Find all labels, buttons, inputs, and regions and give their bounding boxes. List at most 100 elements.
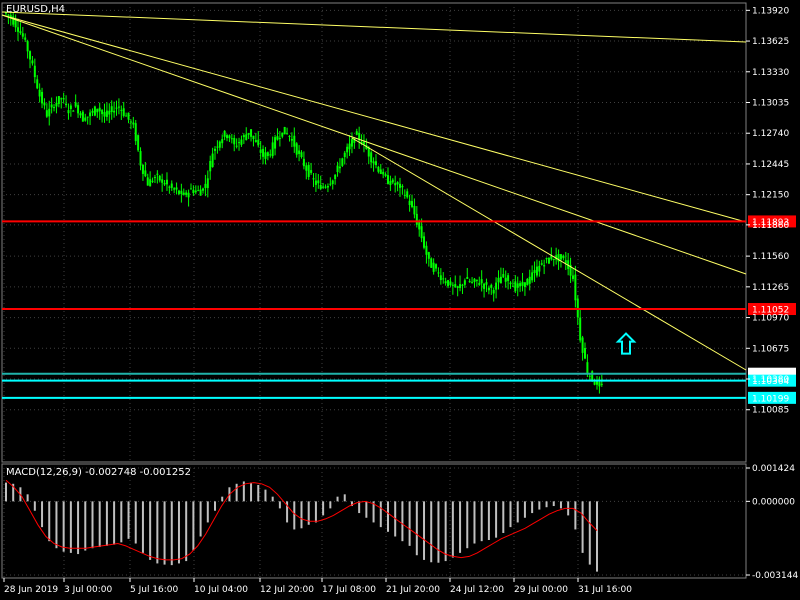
candle-body — [401, 185, 404, 188]
candle-body — [374, 161, 377, 166]
candle-body — [449, 281, 452, 286]
candle-body — [593, 381, 596, 385]
candle-body — [425, 245, 428, 255]
candle-body — [69, 105, 72, 109]
candle-body — [516, 283, 519, 288]
candle-body — [293, 135, 296, 147]
candle-body — [108, 110, 111, 115]
candle-body — [17, 27, 20, 32]
candle-body — [38, 89, 41, 97]
candle-body — [478, 283, 481, 285]
x-tick-label: 31 Jul 16:00 — [578, 585, 632, 595]
x-tick-label: 29 Jul 00:00 — [514, 585, 568, 595]
candle-body — [586, 362, 589, 375]
candle-body — [259, 149, 262, 153]
candle-body — [250, 129, 253, 137]
candle-body — [5, 12, 7, 14]
candle-body — [588, 375, 591, 377]
candle-body — [221, 139, 224, 144]
candle-body — [242, 135, 245, 138]
candle-body — [226, 135, 229, 139]
candle-body — [454, 284, 457, 287]
candle-body — [384, 174, 387, 176]
candle-body — [84, 117, 87, 121]
candle-body — [216, 146, 219, 148]
candle-body — [497, 277, 500, 283]
level-label-box — [748, 215, 796, 228]
candle-body — [545, 258, 548, 260]
candle-body — [281, 132, 284, 137]
y-tick-label: 1.10970 — [752, 314, 789, 324]
candle-body — [300, 152, 303, 158]
candle-body — [499, 276, 502, 284]
candle-body — [591, 371, 594, 381]
candle-body — [379, 169, 382, 175]
candle-body — [204, 183, 207, 188]
candle-body — [163, 182, 166, 185]
candle-body — [182, 192, 185, 195]
candle-body — [264, 152, 267, 159]
candle-body — [170, 183, 173, 188]
candle-body — [276, 136, 279, 140]
candle-body — [43, 102, 46, 106]
candle-body — [382, 171, 385, 175]
candle-body — [36, 79, 39, 89]
candle-body — [98, 107, 101, 112]
candle-body — [233, 137, 236, 145]
candle-body — [146, 177, 149, 186]
candle-body — [583, 348, 586, 359]
candle-body — [228, 135, 231, 139]
candle-body — [523, 282, 526, 288]
candle-body — [211, 153, 214, 168]
candle-body — [48, 108, 51, 117]
candle-body — [343, 152, 346, 158]
candle-body — [555, 255, 558, 260]
level-label-box — [748, 303, 796, 316]
candle-body — [353, 138, 356, 143]
candle-body — [485, 282, 488, 285]
candle-body — [283, 126, 286, 135]
candle-body — [533, 270, 536, 273]
candle-body — [463, 280, 466, 285]
candle-body — [144, 170, 147, 177]
candle-body — [117, 106, 120, 108]
candle-body — [511, 285, 514, 287]
candle-body — [437, 272, 440, 274]
candle-body — [346, 146, 349, 153]
candle-body — [9, 15, 12, 19]
candle-body — [202, 188, 204, 191]
candle-body — [451, 284, 454, 286]
candle-body — [194, 190, 197, 193]
x-tick-label: 10 Jul 04:00 — [194, 585, 248, 595]
candle-body — [290, 138, 293, 141]
candle-body — [65, 103, 68, 106]
candle-body — [360, 141, 363, 144]
candle-body — [173, 188, 176, 190]
candle-body — [442, 278, 445, 280]
candle-body — [307, 164, 310, 177]
candle-body — [141, 164, 144, 174]
candle-body — [581, 337, 584, 353]
candle-body — [14, 19, 17, 28]
candle-body — [386, 175, 389, 184]
candle-body — [377, 166, 380, 172]
candle-body — [139, 151, 142, 166]
candle-body — [502, 274, 505, 278]
candle-body — [31, 60, 34, 64]
candle-body — [495, 282, 498, 290]
candle-body — [420, 226, 423, 239]
candle-body — [538, 265, 541, 272]
candle-body — [262, 148, 265, 157]
candle-body — [129, 121, 132, 123]
candle-body — [247, 132, 250, 135]
trendline — [1, 11, 747, 43]
candle-body — [466, 277, 469, 279]
candle-body — [115, 107, 118, 109]
macd-signal-line — [5, 479, 598, 561]
candle-body — [418, 220, 421, 230]
candle-body — [413, 205, 416, 215]
candle-body — [475, 279, 478, 281]
macd-panel-border — [1, 463, 747, 579]
candle-body — [235, 145, 238, 147]
candle-body — [504, 277, 507, 282]
